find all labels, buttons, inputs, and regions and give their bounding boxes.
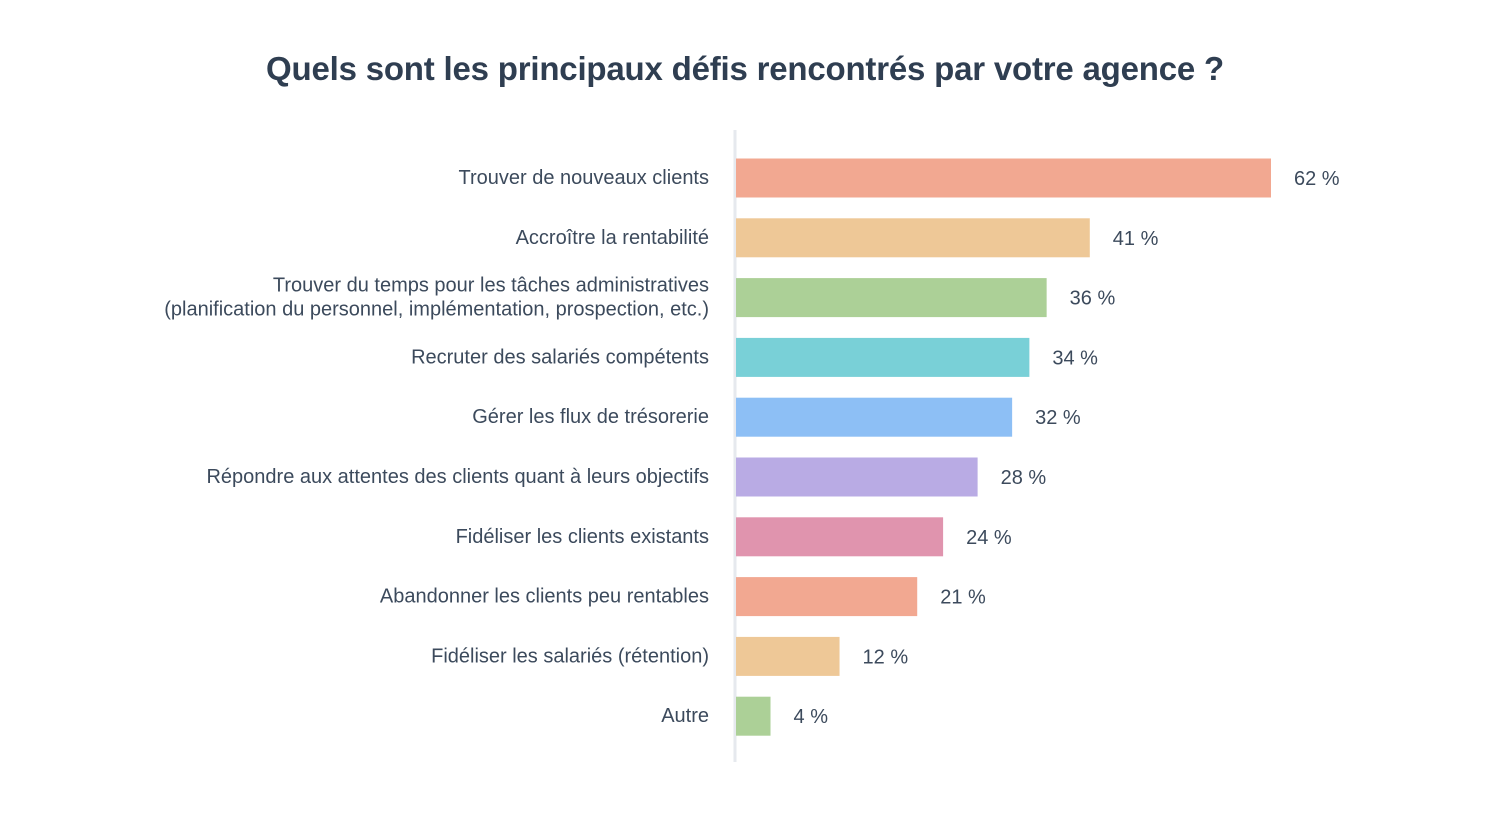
value-label-2: 36 % bbox=[1070, 288, 1116, 310]
category-label-9: Autre bbox=[661, 705, 709, 727]
bar-0 bbox=[736, 158, 1271, 198]
value-label-3: 34 % bbox=[1052, 347, 1098, 369]
category-label-8: Fidéliser les salariés (rétention) bbox=[431, 645, 709, 667]
bar-7 bbox=[736, 577, 918, 617]
category-label-7: Abandonner les clients peu rentables bbox=[380, 586, 709, 608]
category-label-5: Répondre aux attentes des clients quant … bbox=[206, 466, 709, 488]
bar-5 bbox=[736, 457, 978, 497]
bar-2 bbox=[736, 278, 1047, 318]
value-label-0: 62 % bbox=[1294, 168, 1340, 190]
category-label-3: Recruter des salariés compétents bbox=[411, 346, 709, 368]
category-label-4: Gérer les flux de trésorerie bbox=[472, 406, 709, 428]
bar-6 bbox=[736, 517, 944, 557]
category-label-1: Accroître la rentabilité bbox=[516, 227, 709, 249]
category-label-6: Fidéliser les clients existants bbox=[456, 526, 709, 548]
bar-1 bbox=[736, 218, 1090, 258]
bar-8 bbox=[736, 636, 840, 676]
bar-4 bbox=[736, 397, 1013, 437]
value-label-4: 32 % bbox=[1035, 407, 1081, 429]
value-label-1: 41 % bbox=[1113, 228, 1159, 250]
category-label-2-line-0: Trouver du temps pour les tâches adminis… bbox=[273, 275, 709, 297]
value-label-6: 24 % bbox=[966, 527, 1012, 549]
category-label-0: Trouver de nouveaux clients bbox=[458, 167, 709, 189]
value-label-9: 4 % bbox=[794, 706, 829, 728]
category-label-2-line-1: (planification du personnel, implémentat… bbox=[164, 299, 709, 321]
value-label-8: 12 % bbox=[863, 646, 909, 668]
value-label-7: 21 % bbox=[940, 587, 986, 609]
value-label-5: 28 % bbox=[1001, 467, 1047, 489]
bar-9 bbox=[736, 696, 771, 736]
bar-3 bbox=[736, 337, 1030, 377]
chart-title: Quels sont les principaux défis rencontr… bbox=[266, 50, 1224, 87]
